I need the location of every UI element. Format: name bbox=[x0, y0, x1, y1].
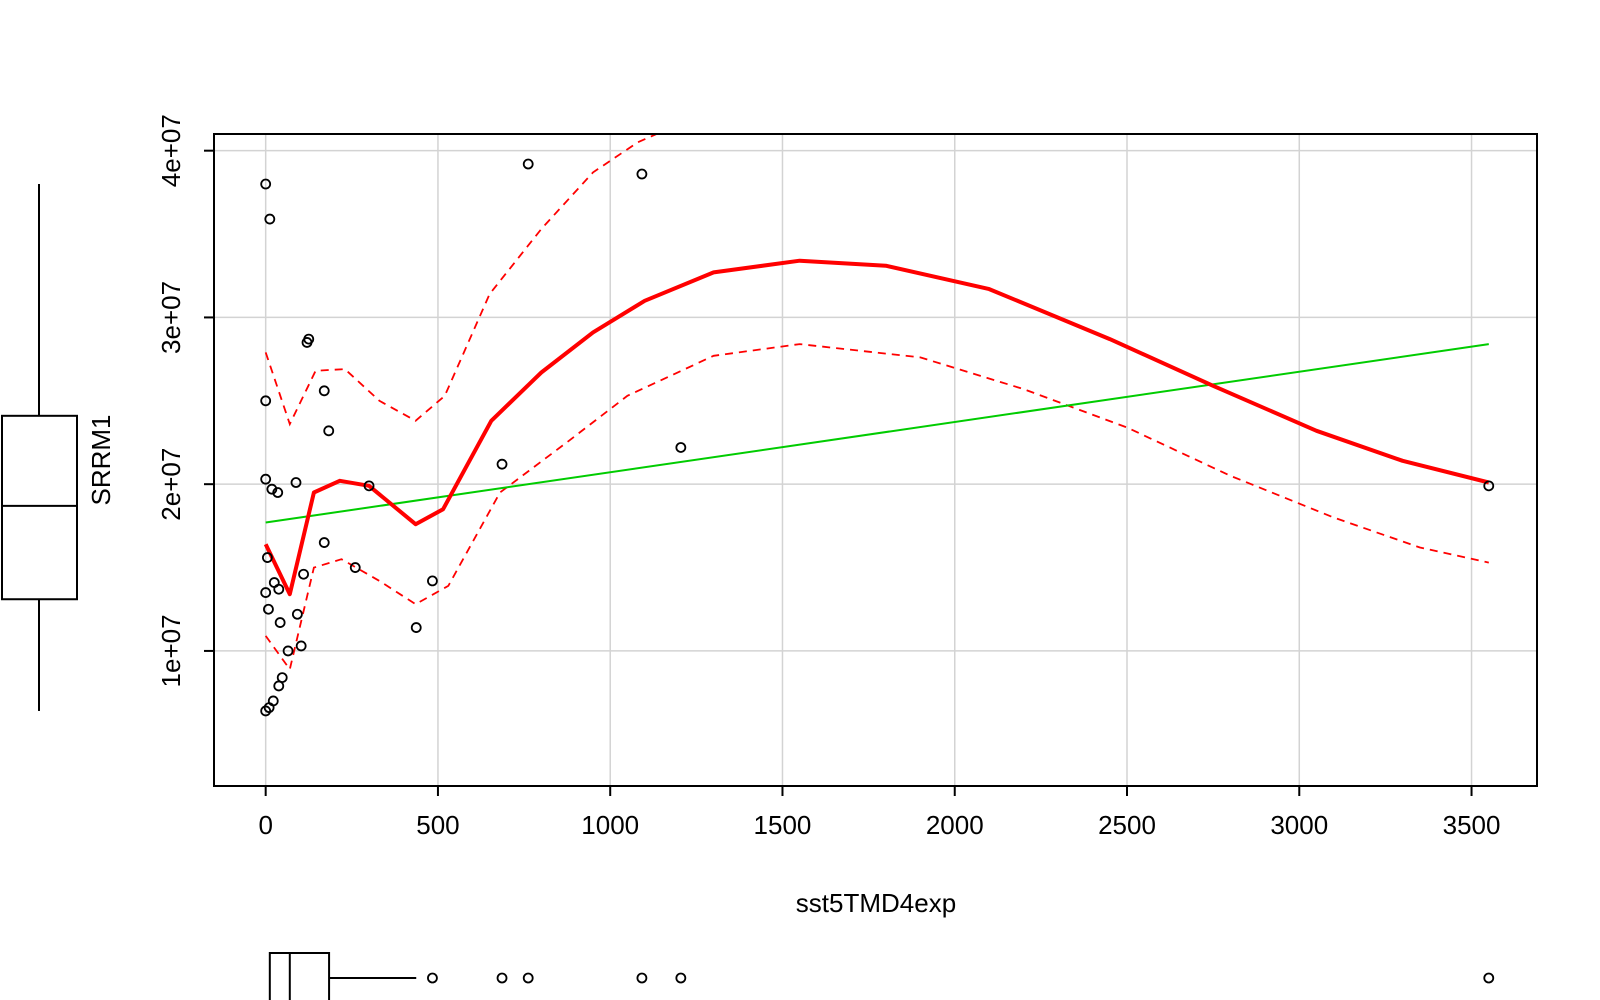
data-point bbox=[318, 385, 330, 397]
data-point bbox=[273, 680, 285, 692]
fit-lines bbox=[263, 258, 1490, 597]
x-tick-label: 1500 bbox=[754, 810, 812, 840]
data-point bbox=[303, 333, 315, 345]
data-point bbox=[262, 552, 273, 563]
y-axis: 1e+07 2e+07 3e+07 4e+07 bbox=[156, 114, 215, 687]
confidence-band-lines bbox=[264, 134, 1489, 672]
x-boxplot-outlier bbox=[636, 972, 648, 984]
x-axis-label: sst5TMD4exp bbox=[796, 888, 956, 918]
y-boxplot-box bbox=[1, 414, 78, 601]
y-axis-label: SRRM1 bbox=[86, 414, 116, 505]
data-point bbox=[263, 702, 275, 714]
data-point bbox=[522, 158, 534, 170]
data-point bbox=[266, 483, 278, 495]
data-point bbox=[260, 178, 272, 190]
x-boxplot-outlier bbox=[675, 972, 687, 984]
lower-confidence-band bbox=[264, 343, 1489, 672]
data-point bbox=[636, 168, 648, 180]
data-point bbox=[291, 608, 303, 620]
x-boxplot-outlier bbox=[522, 972, 534, 984]
data-point bbox=[349, 562, 361, 573]
data-point bbox=[410, 622, 422, 633]
data-point bbox=[290, 477, 302, 488]
x-tick-label: 2500 bbox=[1098, 810, 1156, 840]
data-point bbox=[675, 442, 687, 453]
y-boxplot bbox=[1, 184, 78, 711]
x-tick-label: 3000 bbox=[1270, 810, 1328, 840]
data-point bbox=[263, 603, 274, 615]
data-point bbox=[363, 480, 375, 492]
smooth-fit-line bbox=[263, 258, 1490, 597]
data-point bbox=[260, 705, 272, 717]
data-point bbox=[274, 617, 286, 628]
data-point bbox=[264, 213, 276, 225]
data-point bbox=[1483, 480, 1495, 492]
x-axis: 0 500 1000 1500 2000 2500 3000 3500 bbox=[258, 785, 1501, 840]
linear-fit-line bbox=[265, 343, 1489, 524]
data-point bbox=[323, 425, 335, 437]
data-point bbox=[298, 568, 309, 580]
x-tick-label: 2000 bbox=[926, 810, 984, 840]
y-tick-label: 4e+07 bbox=[156, 114, 186, 187]
x-tick-label: 500 bbox=[416, 810, 459, 840]
data-point bbox=[260, 395, 272, 407]
x-tick-label: 0 bbox=[258, 810, 272, 840]
x-boxplot-outlier bbox=[496, 972, 508, 984]
x-boxplot bbox=[268, 952, 1495, 1000]
plot-frame bbox=[213, 133, 1538, 787]
data-point bbox=[272, 487, 284, 498]
x-boxplot-outlier bbox=[1483, 972, 1495, 984]
y-tick-label: 2e+07 bbox=[156, 448, 186, 521]
data-point bbox=[295, 640, 307, 652]
x-boxplot-outlier bbox=[427, 972, 438, 984]
y-tick-label: 1e+07 bbox=[156, 614, 186, 687]
data-point bbox=[260, 473, 272, 485]
data-point bbox=[260, 587, 272, 598]
x-tick-label: 1000 bbox=[581, 810, 639, 840]
data-points bbox=[260, 158, 1495, 717]
grid-lines bbox=[214, 134, 1537, 786]
data-point bbox=[318, 537, 330, 548]
data-point bbox=[282, 645, 294, 657]
data-point bbox=[496, 458, 508, 470]
x-tick-label: 3500 bbox=[1443, 810, 1501, 840]
x-boxplot-box bbox=[268, 952, 331, 1000]
data-point bbox=[273, 583, 285, 595]
y-tick-label: 3e+07 bbox=[156, 281, 186, 354]
upper-confidence-band bbox=[264, 134, 659, 427]
data-point bbox=[427, 575, 438, 587]
